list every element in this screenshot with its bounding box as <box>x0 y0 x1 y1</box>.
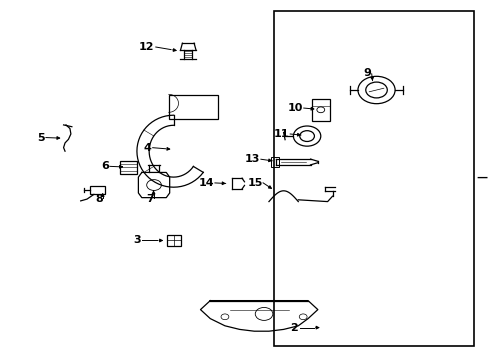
Bar <box>120 161 137 174</box>
Text: 11: 11 <box>273 129 289 139</box>
Bar <box>311 99 329 121</box>
Text: 7: 7 <box>145 194 153 204</box>
Text: 15: 15 <box>247 177 262 188</box>
Bar <box>271 157 278 167</box>
Text: 9: 9 <box>363 68 371 78</box>
Bar <box>168 95 217 119</box>
Text: 4: 4 <box>143 143 151 153</box>
Bar <box>273 11 473 346</box>
Text: 3: 3 <box>133 235 141 246</box>
Text: —1: —1 <box>476 173 488 183</box>
Text: 14: 14 <box>198 178 214 188</box>
Text: 8: 8 <box>95 194 102 204</box>
Text: 6: 6 <box>101 161 109 171</box>
Text: 12: 12 <box>139 42 154 52</box>
Text: 5: 5 <box>37 132 45 143</box>
Bar <box>90 186 105 194</box>
Text: 13: 13 <box>244 154 260 164</box>
Text: 10: 10 <box>287 103 303 113</box>
Text: 2: 2 <box>290 323 298 333</box>
Bar <box>166 235 181 246</box>
